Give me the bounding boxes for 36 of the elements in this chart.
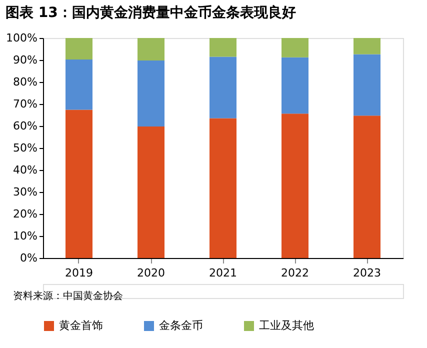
y-tick-label: 70% xyxy=(13,98,38,110)
y-tick-label: 40% xyxy=(13,164,38,176)
text: 资料来源：中国黄金协会 xyxy=(13,290,123,302)
x-tick-label: 2021 xyxy=(209,266,237,280)
bar xyxy=(210,56,236,118)
bar xyxy=(66,38,92,60)
y-tick-label: 30% xyxy=(13,186,38,198)
y-tick-label: 90% xyxy=(13,54,38,66)
bar xyxy=(282,38,308,58)
bar xyxy=(354,54,380,116)
legend-label: 工业及其他 xyxy=(259,319,314,332)
bar xyxy=(138,38,164,60)
y-tick-label: 50% xyxy=(13,142,38,154)
chart-title: 图表 13：国内黄金消费量中金币金条表现良好 xyxy=(6,4,296,21)
legend-label: 黄金首饰 xyxy=(59,319,103,332)
x-tick-label: 2019 xyxy=(65,266,93,280)
y-tick-label: 80% xyxy=(13,76,38,88)
x-tick-label: 2022 xyxy=(281,266,309,280)
y-tick-label: 100% xyxy=(6,32,38,44)
bar xyxy=(66,60,92,110)
y-tick-label: 20% xyxy=(13,208,38,220)
y-tick-label: 10% xyxy=(13,230,38,242)
bar xyxy=(138,60,164,126)
x-tick-label: 2023 xyxy=(353,266,381,280)
bar xyxy=(282,57,308,114)
y-tick-label: 60% xyxy=(13,120,38,132)
legend-label: 金条金币 xyxy=(159,319,203,332)
bar xyxy=(138,126,164,258)
bar xyxy=(66,110,92,258)
bar xyxy=(282,114,308,258)
bar xyxy=(354,38,380,54)
bar xyxy=(210,118,236,258)
x-tick-label: 2020 xyxy=(137,266,165,280)
bar xyxy=(354,116,380,258)
y-tick-label: 0% xyxy=(20,252,38,264)
bar xyxy=(210,38,236,57)
